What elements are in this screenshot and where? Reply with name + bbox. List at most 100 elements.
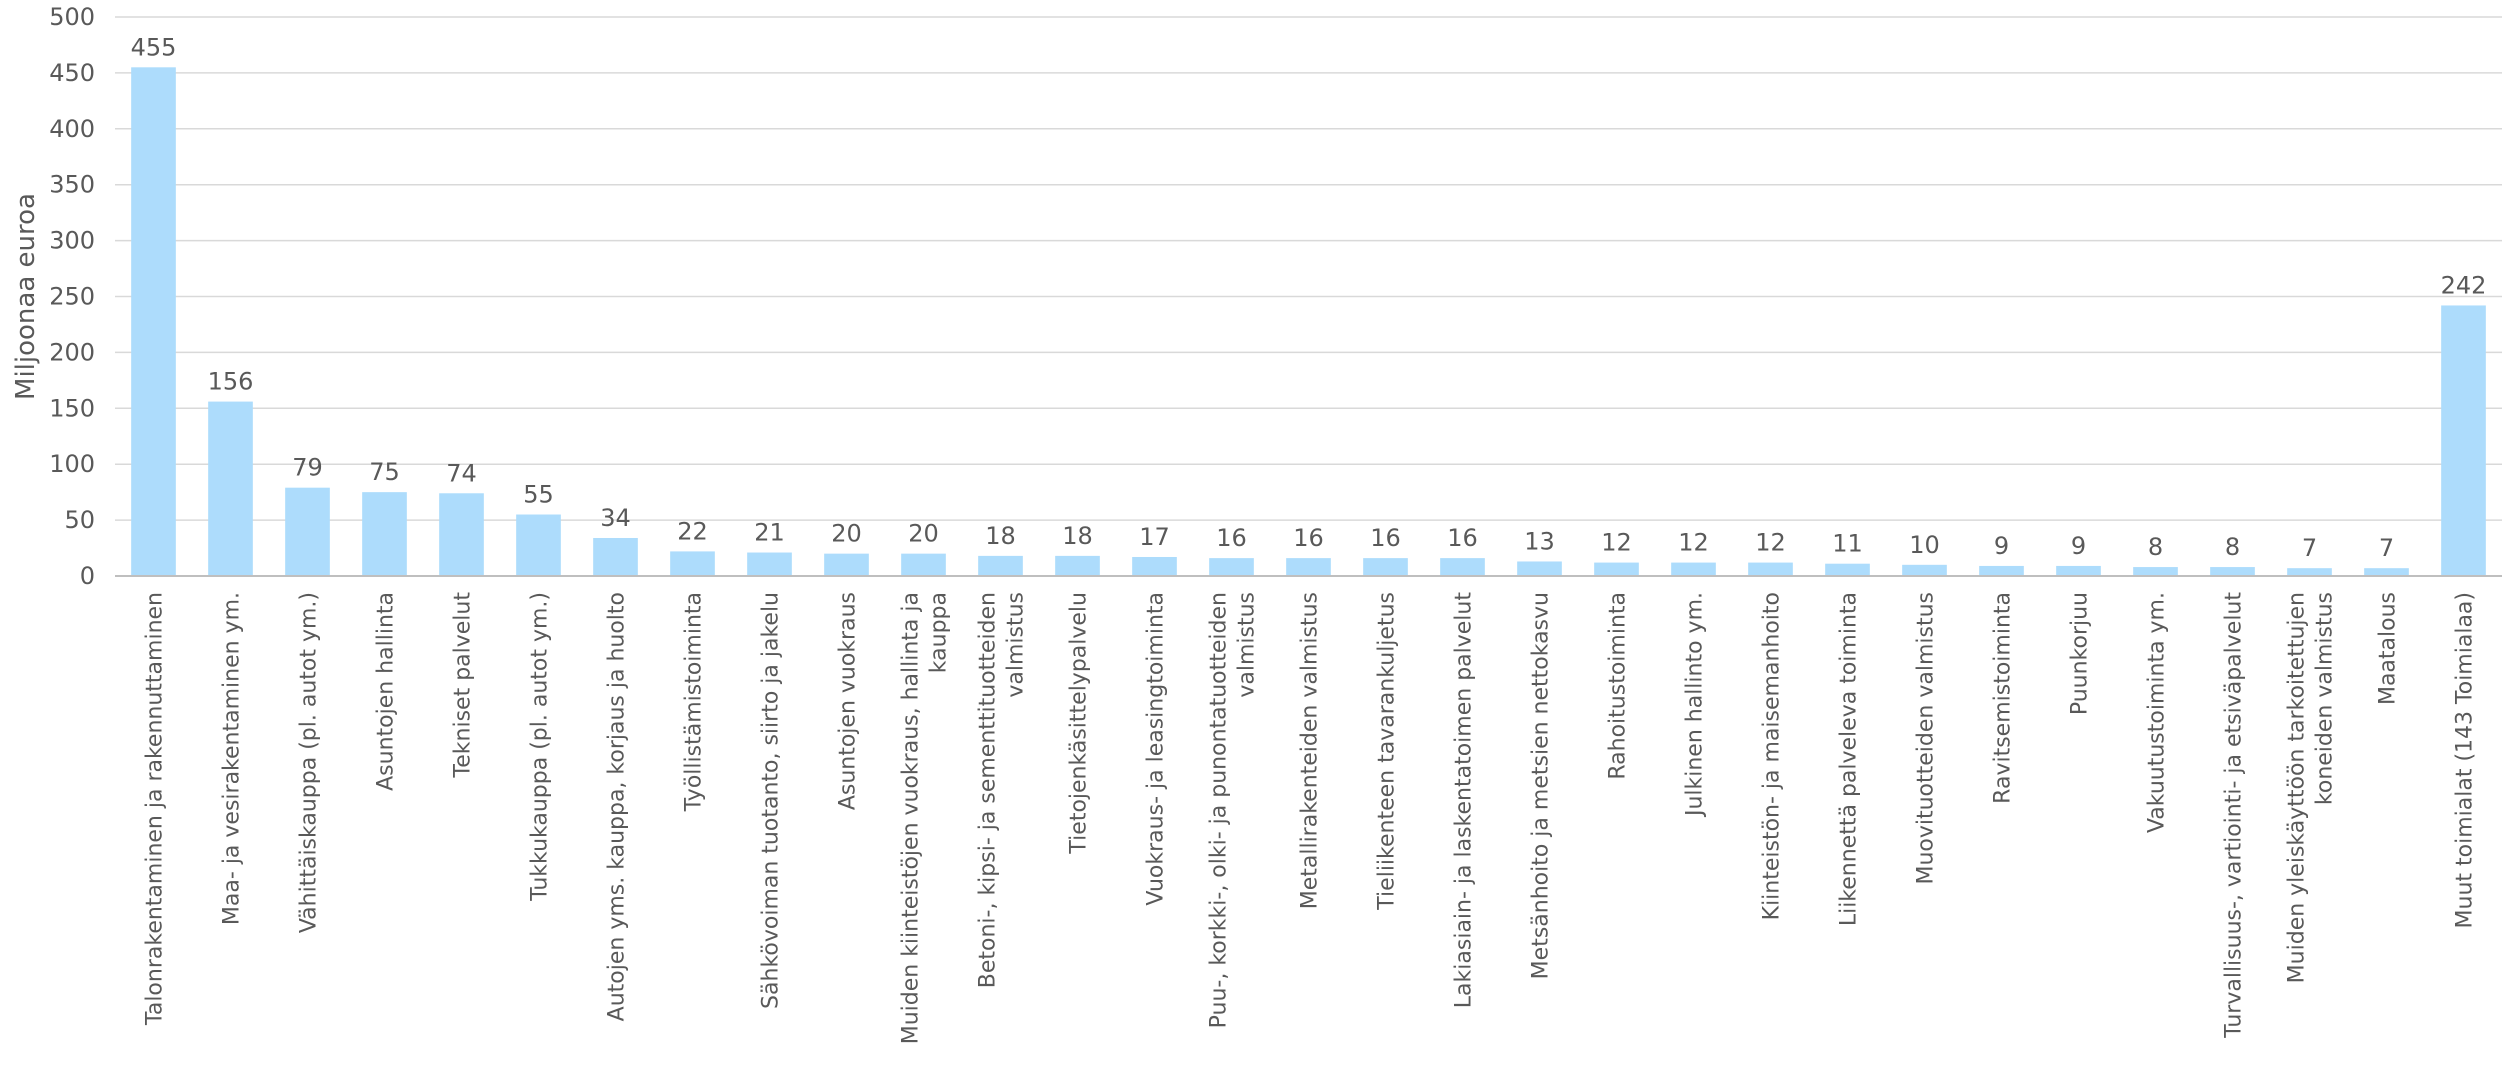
category-label-line: Talonrakentaminen ja rakennuttaminen <box>143 592 168 1026</box>
category-labels: Talonrakentaminen ja rakennuttaminen Maa-… <box>143 592 2478 1045</box>
y-tick-label: 350 <box>49 171 95 199</box>
category-label: Vähittäiskauppa (pl. autot ym.) <box>297 592 322 933</box>
category-label-line: valmistus <box>1235 592 1260 698</box>
category-label-line: Metsänhoito ja metsien nettokasvu <box>1529 592 1554 979</box>
data-label: 17 <box>1139 523 1170 551</box>
data-label: 12 <box>1678 529 1709 557</box>
category-label-line: Tekniset palvelut <box>451 592 476 779</box>
bar <box>747 552 792 576</box>
gridlines <box>115 16 2502 521</box>
category-label: Talonrakentaminen ja rakennuttaminen <box>143 592 168 1026</box>
data-label: 9 <box>2071 532 2086 560</box>
category-label: Julkinen hallinto ym. <box>1683 592 1708 818</box>
y-tick-label: 250 <box>49 283 95 311</box>
data-label: 455 <box>131 33 177 61</box>
data-label: 12 <box>1601 529 1632 557</box>
bar <box>1055 555 1100 576</box>
category-label: Muovituotteiden valmistus <box>1914 592 1939 885</box>
category-label-line: Muiden kiinteistöjen vuokraus, hallinta … <box>899 592 924 1044</box>
bar <box>2364 568 2409 576</box>
bar <box>208 401 253 576</box>
bar <box>1209 558 1254 576</box>
category-label: Muiden kiinteistöjen vuokraus, hallinta … <box>899 592 952 1044</box>
bar <box>362 492 407 576</box>
category-label: Työllistämistoiminta <box>682 592 707 812</box>
category-label-line: Liikennettä palveleva toiminta <box>1837 592 1862 926</box>
category-label: Sähkövoiman tuotanto, siirto ja jakelu <box>759 592 784 1009</box>
category-label-line: Asuntojen vuokraus <box>836 592 861 810</box>
category-label-line: Turvallisuus-, vartiointi- ja etsiväpalv… <box>2222 592 2247 1039</box>
bar <box>2133 567 2178 576</box>
y-axis-ticks: 0 50 100 150 200 250 300 350 400 450 500 <box>49 3 95 590</box>
bars <box>131 67 2486 576</box>
category-label: Ravitsemistoiminta <box>1991 592 2016 804</box>
bar <box>1440 558 1485 576</box>
category-label-line: Rahoitustoiminta <box>1606 592 1631 780</box>
data-label: 242 <box>2441 271 2487 299</box>
y-tick-label: 300 <box>49 227 95 255</box>
data-label: 74 <box>446 459 477 487</box>
data-label: 12 <box>1755 529 1786 557</box>
y-tick-label: 100 <box>49 450 95 478</box>
category-label: Maa- ja vesirakentaminen ym. <box>220 592 245 925</box>
category-label-line: Sähkövoiman tuotanto, siirto ja jakelu <box>759 592 784 1009</box>
bar <box>901 553 946 576</box>
data-label: 13 <box>1524 527 1555 555</box>
bar <box>1748 562 1793 576</box>
bar <box>1825 563 1870 576</box>
bar <box>824 553 869 576</box>
category-label-line: Tietojenkäsittelypalvelu <box>1067 592 1092 855</box>
bar <box>2210 567 2255 576</box>
category-label-line: Betoni-, kipsi- ja sementtituotteiden <box>976 592 1001 988</box>
y-tick-label: 450 <box>49 59 95 87</box>
category-label-line: Ravitsemistoiminta <box>1991 592 2016 804</box>
bar <box>2056 565 2101 576</box>
category-label: Autojen yms. kauppa, korjaus ja huolto <box>605 592 630 1021</box>
category-label-line: Autojen yms. kauppa, korjaus ja huolto <box>605 592 630 1021</box>
category-label-line: Maa- ja vesirakentaminen ym. <box>220 592 245 925</box>
y-tick-label: 500 <box>49 3 95 31</box>
category-label-line: Lakiasiain- ja laskentatoimen palvelut <box>1452 592 1477 1009</box>
bar <box>2287 568 2332 576</box>
category-label-line: Asuntojen hallinta <box>374 592 399 791</box>
bar <box>1286 558 1331 576</box>
data-label: 10 <box>1909 531 1940 559</box>
category-label: Tekniset palvelut <box>451 592 476 779</box>
category-label: Tieliikenteen tavarankuljetus <box>1375 592 1400 911</box>
bar <box>131 67 176 576</box>
category-label-line: Maatalous <box>2376 592 2401 705</box>
data-label: 20 <box>831 520 862 548</box>
category-label: Asuntojen vuokraus <box>836 592 861 810</box>
category-label-line: Tieliikenteen tavarankuljetus <box>1375 592 1400 911</box>
bar <box>1363 558 1408 576</box>
bar <box>1979 565 2024 576</box>
data-label: 55 <box>523 481 554 509</box>
data-label: 16 <box>1216 524 1247 552</box>
category-label-line: Kiinteistön- ja maisemanhoito <box>1760 592 1785 920</box>
bar <box>1902 564 1947 576</box>
data-label: 8 <box>2148 533 2163 561</box>
bar <box>516 514 561 576</box>
category-label-line: valmistus <box>1004 592 1029 698</box>
category-label-line: Muut toimialat (143 Toimialaa) <box>2453 592 2478 928</box>
data-label: 8 <box>2225 533 2240 561</box>
category-label: Vuokraus- ja leasingtoiminta <box>1144 592 1169 906</box>
bar <box>1671 562 1716 576</box>
data-label: 20 <box>908 520 939 548</box>
category-label-line: Metallirakenteiden valmistus <box>1298 592 1323 909</box>
data-label: 156 <box>208 368 254 396</box>
y-tick-label: 200 <box>49 338 95 366</box>
data-label: 11 <box>1832 530 1863 558</box>
bar <box>978 555 1023 576</box>
category-label-line: kauppa <box>927 592 952 673</box>
data-label: 9 <box>1994 532 2009 560</box>
y-tick-label: 400 <box>49 115 95 143</box>
category-label-line: Muovituotteiden valmistus <box>1914 592 1939 885</box>
bar <box>2441 305 2486 576</box>
category-label: Kiinteistön- ja maisemanhoito <box>1760 592 1785 920</box>
data-label: 21 <box>754 519 785 547</box>
data-label: 7 <box>2302 534 2317 562</box>
